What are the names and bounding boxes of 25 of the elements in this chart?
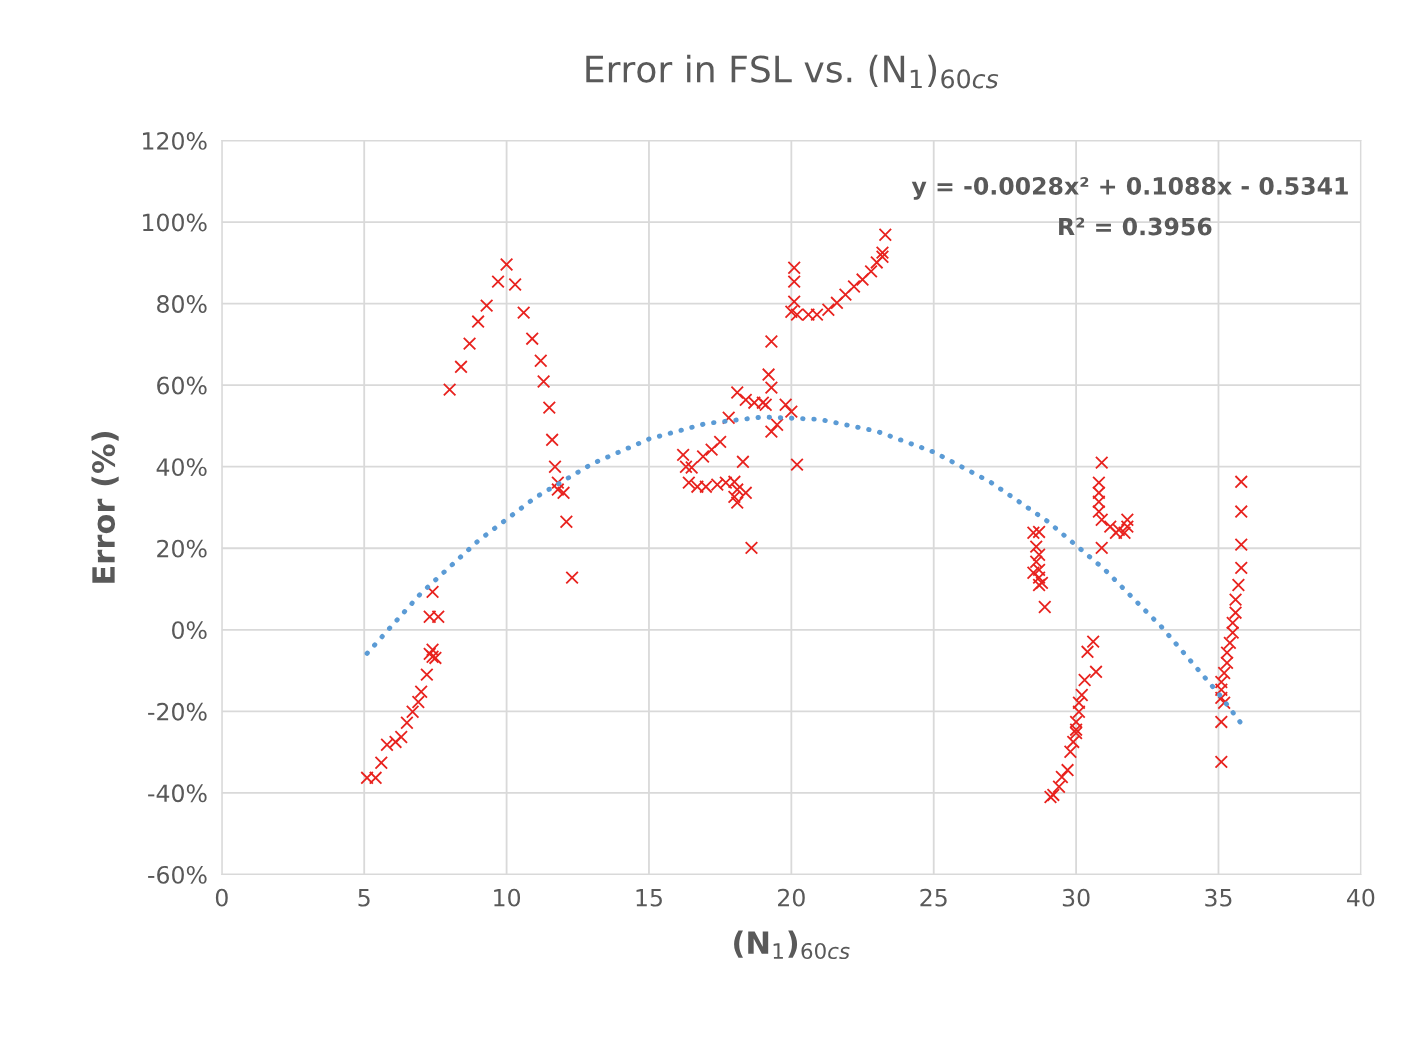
x-tick-label: 35 bbox=[1205, 888, 1232, 907]
x-tick-label: 5 bbox=[358, 889, 370, 907]
y-tick-label: 20% bbox=[157, 539, 207, 558]
x-tick-label: 30 bbox=[1062, 888, 1090, 907]
x-tick-label: 15 bbox=[636, 889, 662, 907]
x-tick-label: 25 bbox=[920, 888, 947, 907]
x-tick-label: 10 bbox=[494, 888, 521, 907]
y-tick-label: 40% bbox=[156, 458, 207, 477]
chart-title: Error in FSL vs. (N$_{1}$)$_{60cs}$ bbox=[586, 54, 999, 89]
y-tick-label: 120% bbox=[143, 131, 207, 150]
y-axis-title: Error (%) bbox=[91, 431, 119, 583]
x-axis-title: (N$_{1}$)$_{60cs}$ bbox=[734, 930, 850, 960]
x-tick-label: 0 bbox=[215, 888, 228, 907]
line-series bbox=[364, 414, 1244, 727]
y-tick-label: -40% bbox=[148, 784, 207, 803]
y-tick-label: 60% bbox=[157, 376, 207, 395]
annotation: y = -0.0028x² + 0.1088x - 0.5341 bbox=[911, 177, 1348, 200]
y-tick-label: 100% bbox=[143, 213, 207, 232]
annotation: R² = 0.3956 bbox=[1059, 217, 1212, 236]
y-tick-label: 0% bbox=[172, 621, 207, 640]
x-tick-label: 40 bbox=[1346, 888, 1375, 907]
y-tick-label: 80% bbox=[157, 295, 207, 313]
x-tick-label: 20 bbox=[778, 888, 805, 907]
y-tick-label: -20% bbox=[148, 702, 207, 721]
y-tick-label: -60% bbox=[148, 865, 207, 884]
